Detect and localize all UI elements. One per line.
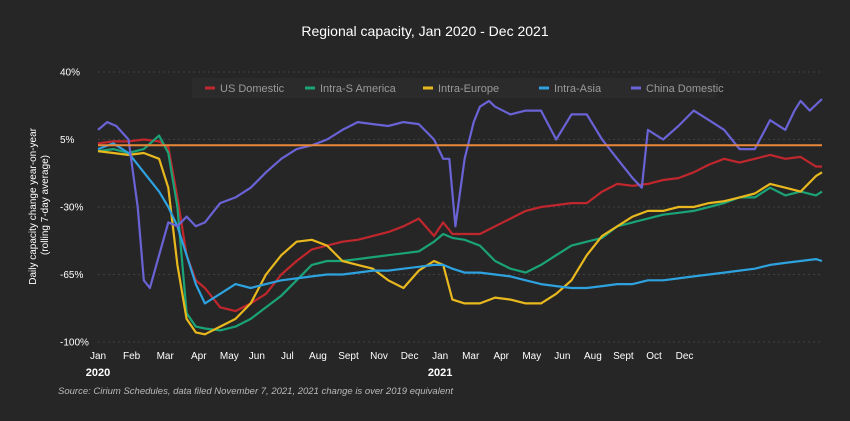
x-tick-label: Sept [613,351,634,362]
x-axis-ticks: Jan Feb Mar Apr May Jun Jul Aug Sept Nov Dec Jan Mar… [86,351,694,379]
series-line-intra-s-america [97,134,823,332]
grid [98,71,822,343]
year-label: 2021 [428,367,452,379]
legend-label: Intra-Europe [438,83,499,95]
y-tick-label: 40% [60,68,80,79]
y-tick-label: 5% [60,135,75,146]
x-tick-label: Aug [309,351,327,362]
legend-label: Intra-Asia [554,83,602,95]
y-axis-label: Daily capacity change year-on-year (roll… [28,125,51,285]
source-note: Source: Cirium Schedules, data filed Nov… [58,386,453,397]
y-tick-label: -65% [60,270,83,281]
x-tick-label: Feb [123,351,141,362]
x-tick-label: Aug [584,351,602,362]
series-lines [97,98,823,336]
x-tick-label: May [220,351,239,362]
y-axis-label-line-1: Daily capacity change year-on-year [28,127,39,284]
legend: US Domestic Intra-S America Intra-Europe In… [192,78,724,98]
chart-title: Regional capacity, Jan 2020 - Dec 2021 [301,23,548,39]
legend-label: Intra-S America [320,83,397,95]
x-tick-label: Mar [462,351,480,362]
x-tick-label: Dec [676,351,694,362]
legend-label: China Domestic [646,83,724,95]
x-tick-label: Dec [401,351,419,362]
year-label: 2020 [86,367,110,379]
y-axis-label-line-2: (rolling 7-day average) [40,155,51,255]
y-tick-label: -100% [60,338,89,349]
series-line-intra-asia [97,142,823,305]
x-tick-label: May [522,351,541,362]
legend-label: US Domestic [220,83,285,95]
legend-background [192,78,716,98]
x-tick-label: Jan [90,351,106,362]
x-tick-label: Jan [432,351,448,362]
x-tick-label: Jul [281,351,294,362]
y-axis-ticks: 40% 5% -30% -65% -100% [60,68,89,349]
x-tick-label: Jun [554,351,570,362]
y-tick-label: -30% [60,203,83,214]
x-tick-label: Oct [646,351,662,362]
series-line-intra-europe [97,150,823,336]
x-tick-label: Mar [157,351,175,362]
x-tick-label: Apr [493,351,509,362]
series-line-us-domestic [97,138,822,313]
x-tick-label: Nov [370,351,388,362]
x-tick-label: Jun [249,351,265,362]
x-tick-label: Apr [191,351,207,362]
series-line-china-domestic [97,98,823,290]
x-tick-label: Sept [338,351,359,362]
